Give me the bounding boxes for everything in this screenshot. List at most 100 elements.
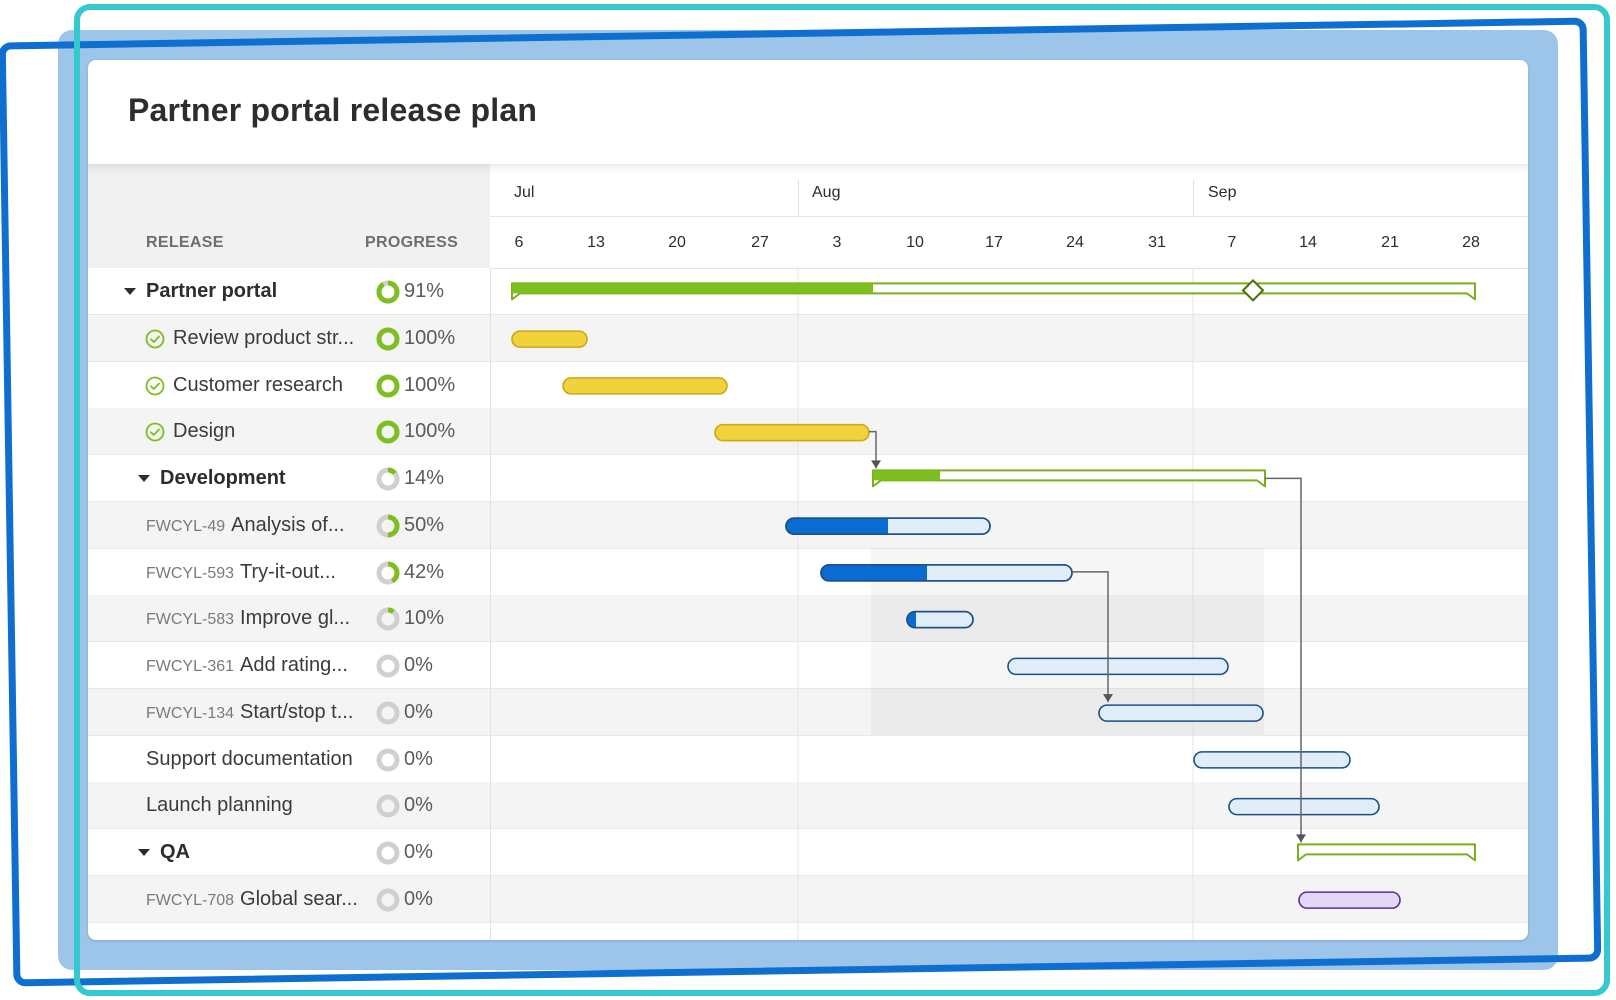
row-name[interactable]: Design: [173, 420, 236, 443]
feature-label[interactable]: FWCYL-134 Start/stop t...: [146, 701, 353, 724]
row-name[interactable]: Customer research: [173, 373, 344, 396]
feature-row[interactable]: FWCYL-708 Global sear... 0%: [88, 875, 1528, 923]
page-title: Partner portal release plan: [128, 92, 538, 128]
dependency-design-development-arrowhead-icon: [871, 460, 881, 469]
add-rating-bar[interactable]: [1007, 657, 1229, 676]
caret-down-icon[interactable]: [138, 475, 150, 482]
feature-label[interactable]: Launch planning: [146, 794, 293, 817]
improve-bar-progress: [907, 611, 916, 628]
group-label[interactable]: Partner portal: [146, 280, 277, 303]
feature-row[interactable]: FWCYL-361 Add rating... 0%: [88, 642, 1528, 689]
row-name[interactable]: Review product str...: [173, 326, 355, 349]
row-name[interactable]: Development: [160, 467, 286, 489]
feature-key[interactable]: FWCYL-593: [146, 564, 235, 582]
analysis-bar-outline: [785, 517, 991, 535]
caret-down-icon[interactable]: [124, 288, 136, 295]
progress-percent: 0%: [404, 841, 433, 863]
month-divider: [798, 180, 799, 216]
progress-percent: 14%: [404, 467, 445, 489]
feature-key[interactable]: FWCYL-49: [146, 517, 226, 535]
group-label[interactable]: QA: [160, 841, 190, 864]
progress-percent: 0%: [404, 887, 433, 910]
row-name[interactable]: Add rating...: [240, 654, 348, 676]
row-name[interactable]: Support documentation: [146, 747, 353, 770]
progress-ring-icon: [376, 327, 400, 351]
progress-ring-icon: [376, 888, 400, 912]
day-label: 6: [514, 234, 524, 251]
row-name[interactable]: Launch planning: [146, 794, 293, 817]
milestone-diamond-icon[interactable]: [1241, 278, 1265, 302]
row-name[interactable]: Try-it-out...: [240, 560, 336, 583]
progress-percent: 0%: [404, 794, 433, 817]
row-name[interactable]: Global sear...: [240, 887, 358, 910]
column-divider: [490, 268, 491, 940]
qa-bracket[interactable]: [1297, 843, 1476, 862]
feature-row[interactable]: Customer research 100%: [88, 362, 1528, 409]
group-row[interactable]: QA 0%: [88, 829, 1528, 876]
feature-key[interactable]: FWCYL-361: [146, 658, 235, 675]
release-plan-card: Partner portal release plan RELEASE PROG…: [88, 60, 1528, 940]
row-name[interactable]: Start/stop t...: [240, 700, 354, 723]
feature-key[interactable]: FWCYL-134: [146, 704, 235, 722]
progress-percent: 91%: [404, 280, 445, 302]
feature-row[interactable]: FWCYL-583 Improve gl... 10%: [88, 595, 1528, 643]
progress-ring-icon: [376, 280, 400, 304]
feature-label[interactable]: FWCYL-361 Add rating...: [146, 654, 348, 677]
release-column-label[interactable]: RELEASE: [146, 234, 224, 251]
progress-percent: 42%: [404, 560, 445, 583]
feature-label[interactable]: FWCYL-593 Try-it-out...: [146, 561, 336, 584]
start-stop-bar[interactable]: [1098, 704, 1264, 722]
feature-key[interactable]: FWCYL-583: [146, 611, 235, 629]
group-row[interactable]: Partner portal 91%: [88, 268, 1528, 315]
feature-label[interactable]: Design: [173, 420, 235, 443]
gantt-chart: [511, 268, 1476, 940]
improve-bar[interactable]: [906, 610, 974, 629]
feature-label[interactable]: Review product str...: [173, 327, 354, 350]
support-documentation-bar[interactable]: [1193, 751, 1351, 769]
day-label: 24: [1066, 234, 1084, 251]
row-name[interactable]: Partner portal: [146, 280, 278, 302]
feature-label[interactable]: FWCYL-708 Global sear...: [146, 888, 358, 911]
progress-percent: 0%: [404, 700, 433, 723]
global-search-bar[interactable]: [1298, 891, 1401, 909]
improve-bar-outline: [906, 610, 974, 629]
design-bar[interactable]: [714, 423, 870, 442]
feature-row[interactable]: Support documentation 0%: [88, 736, 1528, 783]
progress-ring-icon: [376, 701, 400, 725]
progress-percent: 0%: [404, 654, 433, 676]
feature-label[interactable]: Support documentation: [146, 748, 353, 771]
month-label: Jul: [514, 184, 535, 201]
feature-label[interactable]: Customer research: [173, 374, 343, 397]
dependency-tryitout-startstop: [1072, 571, 1109, 703]
row-name[interactable]: Improve gl...: [240, 607, 351, 630]
review-product-bar[interactable]: [511, 330, 588, 348]
group-label[interactable]: Development: [160, 467, 286, 490]
dependency-development-qa: [1265, 477, 1302, 843]
day-label: 20: [668, 234, 686, 251]
day-label: 31: [1148, 234, 1166, 251]
feature-label[interactable]: FWCYL-583 Improve gl...: [146, 607, 350, 630]
launch-planning-bar[interactable]: [1228, 797, 1380, 816]
feature-row[interactable]: FWCYL-134 Start/stop t... 0%: [88, 688, 1528, 736]
feature-key[interactable]: FWCYL-708: [146, 891, 235, 909]
analysis-bar-progress: [786, 518, 888, 535]
day-label: 7: [1227, 234, 1237, 251]
caret-down-icon[interactable]: [138, 849, 150, 856]
development-bracket-progress: [873, 470, 940, 481]
feature-label[interactable]: FWCYL-49 Analysis of...: [146, 514, 345, 537]
progress-percent: 100%: [404, 420, 456, 443]
progress-percent: 50%: [404, 513, 445, 536]
row-name[interactable]: QA: [160, 841, 190, 863]
development-bracket[interactable]: [872, 469, 1266, 488]
feature-row[interactable]: FWCYL-593 Try-it-out... 42%: [88, 549, 1528, 596]
feature-row[interactable]: Review product str... 100%: [88, 314, 1528, 362]
progress-column-label[interactable]: PROGRESS: [365, 234, 459, 251]
release-column-header: RELEASE PROGRESS: [88, 164, 491, 268]
progress-ring-icon: [376, 794, 400, 818]
check-circle-icon: [145, 422, 165, 442]
row-name[interactable]: Analysis of...: [231, 513, 345, 536]
month-label: Sep: [1208, 184, 1237, 201]
progress-ring-icon: [376, 607, 400, 631]
group-row[interactable]: Development 14%: [88, 455, 1528, 502]
customer-research-bar[interactable]: [562, 377, 728, 395]
